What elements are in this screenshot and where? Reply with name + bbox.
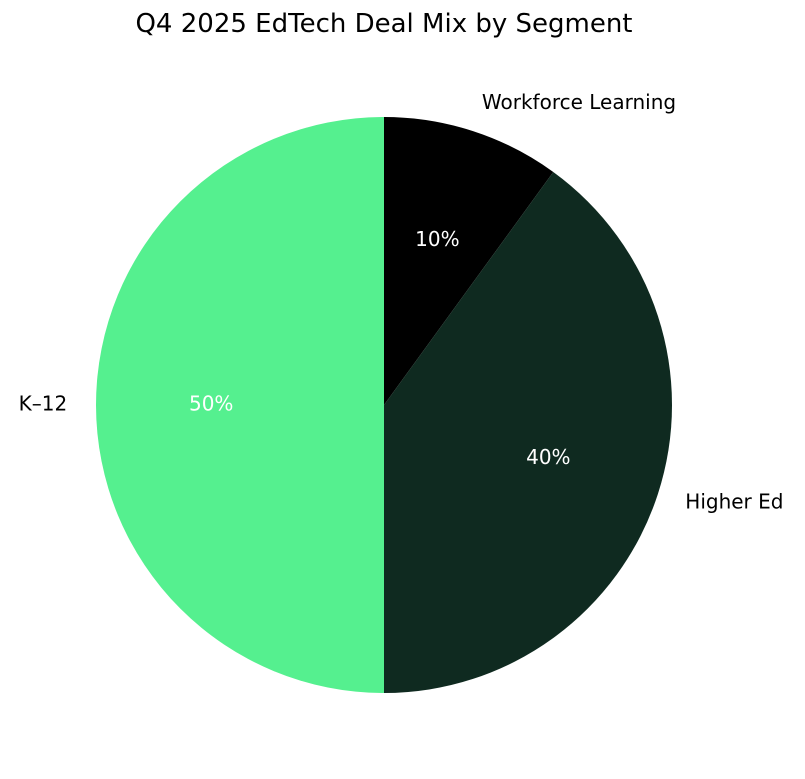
pie-slice-k-12 [96,117,384,693]
slice-percent-k-12: 50% [189,392,233,416]
slice-label-workforce-learning: Workforce Learning [482,90,676,114]
chart-title: Q4 2025 EdTech Deal Mix by Segment [135,9,632,39]
pie-slices [96,117,672,693]
pie-slice-workforce-learning [384,117,554,405]
pie-labels: Workforce Learning 10% Higher Ed 40% K–12 50% [19,90,784,513]
slice-percent-higher-ed: 40% [526,445,570,469]
slice-label-k-12: K–12 [19,392,68,416]
slice-percent-workforce-learning: 10% [415,227,459,251]
pie-slice-higher-ed [384,172,672,693]
slice-label-higher-ed: Higher Ed [685,489,783,513]
